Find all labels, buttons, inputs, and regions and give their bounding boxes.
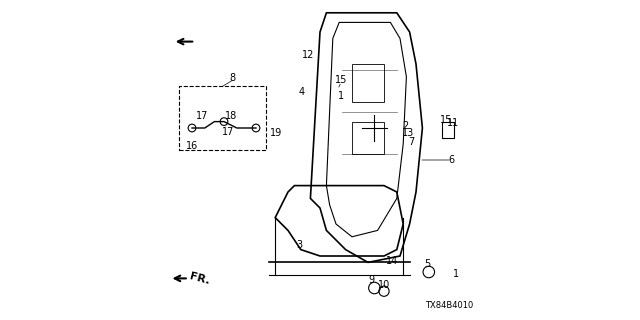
Text: FR.: FR. <box>189 271 211 286</box>
Text: 11: 11 <box>447 118 460 128</box>
Text: 5: 5 <box>424 259 430 269</box>
Text: 17: 17 <box>221 127 234 137</box>
Text: 12: 12 <box>301 50 314 60</box>
Text: 14: 14 <box>386 256 398 266</box>
Text: 19: 19 <box>269 128 282 138</box>
Bar <box>352 122 384 154</box>
Text: 3: 3 <box>297 240 303 250</box>
Bar <box>179 86 266 150</box>
Text: TX84B4010: TX84B4010 <box>426 301 474 310</box>
Text: 9: 9 <box>368 275 374 285</box>
Bar <box>442 122 454 138</box>
Text: 17: 17 <box>196 111 209 121</box>
Text: 8: 8 <box>229 73 235 84</box>
Text: 15: 15 <box>440 115 452 125</box>
Text: 7: 7 <box>408 137 414 148</box>
Text: 10: 10 <box>378 280 390 291</box>
Text: 15: 15 <box>335 75 348 85</box>
Bar <box>352 64 384 102</box>
Text: 16: 16 <box>186 140 198 151</box>
Text: 1: 1 <box>339 91 344 101</box>
Text: 18: 18 <box>225 111 237 121</box>
Text: 6: 6 <box>449 155 455 165</box>
Text: 1: 1 <box>453 269 459 279</box>
Text: 2: 2 <box>403 121 409 132</box>
Text: 13: 13 <box>402 128 414 138</box>
Text: 4: 4 <box>298 87 305 97</box>
